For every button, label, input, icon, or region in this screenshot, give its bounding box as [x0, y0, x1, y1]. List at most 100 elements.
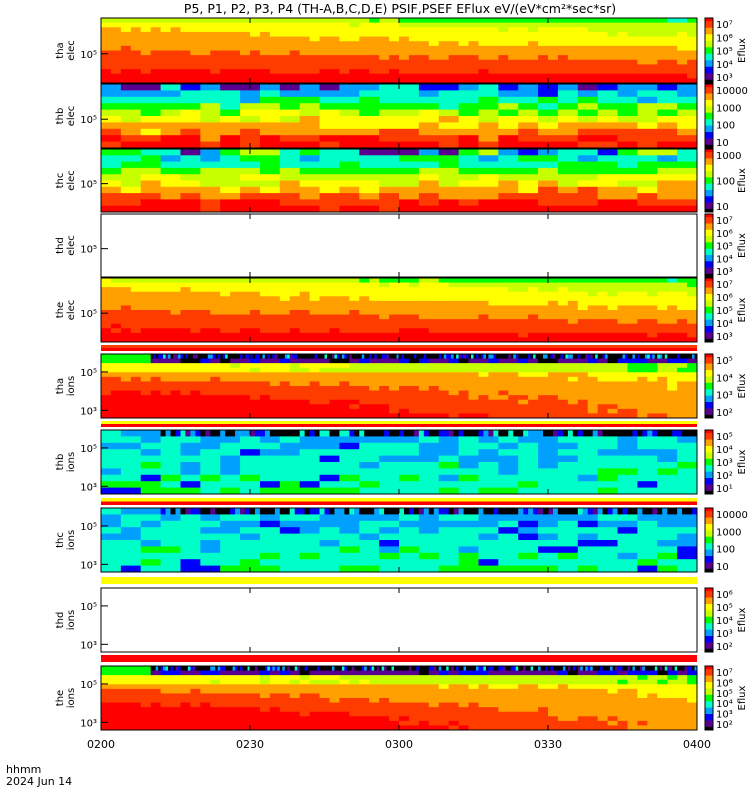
heatmap-cell: [505, 354, 509, 359]
heatmap-cell: [185, 666, 189, 671]
heatmap-cell: [130, 31, 142, 37]
heatmap-cell: [426, 666, 430, 671]
heatmap-cell: [607, 300, 618, 306]
heatmap-cell: [627, 296, 638, 302]
heatmap-cell: [538, 363, 549, 369]
heatmap-cell: [339, 78, 350, 84]
heatmap-cell: [130, 291, 142, 297]
heatmap-cell: [180, 354, 184, 359]
heatmap-cell: [408, 323, 420, 329]
heatmap-cell: [408, 310, 420, 315]
heatmap-cell: [269, 390, 281, 396]
heatmap-cell: [339, 462, 360, 469]
heatmap-cell: [220, 455, 241, 463]
heatmap-cell: [269, 287, 281, 293]
heatmap-cell: [366, 354, 370, 359]
heatmap-cell: [575, 666, 579, 671]
heatmap-cell: [503, 508, 509, 515]
heatmap-cell: [399, 278, 410, 283]
heatmap-cell: [279, 430, 286, 437]
heatmap-cell: [498, 533, 519, 541]
heatmap-cell: [567, 337, 579, 343]
heatmap-cell: [538, 540, 559, 547]
heatmap-cell: [478, 363, 489, 369]
heatmap-cell: [240, 199, 261, 207]
colorbar-segment: [705, 607, 713, 610]
heatmap-cell: [597, 520, 618, 528]
heatmap-cell: [150, 354, 154, 359]
heatmap-cell: [647, 367, 658, 373]
heatmap-cell: [359, 666, 363, 671]
heatmap-cell: [140, 390, 152, 396]
heatmap-cell: [458, 390, 469, 396]
heatmap-cell: [408, 45, 420, 51]
heatmap-cell: [587, 404, 599, 410]
heatmap-cell: [677, 666, 681, 671]
heatmap-cell: [220, 408, 231, 414]
heatmap-cell: [220, 41, 231, 47]
heatmap-cell: [190, 323, 201, 329]
colorbar-segment: [705, 316, 713, 319]
heatmap-cell: [647, 328, 658, 334]
heatmap-cell: [140, 305, 152, 311]
heatmap-cell: [518, 670, 529, 676]
heatmap-cell: [647, 296, 658, 302]
heatmap-cell: [642, 430, 648, 437]
heatmap-cell: [349, 282, 360, 288]
heatmap-cell: [210, 363, 221, 369]
heatmap-cell: [339, 533, 360, 541]
heatmap-cell: [567, 399, 579, 405]
heatmap-cell: [379, 395, 390, 401]
heatmap-cell: [617, 474, 638, 482]
heatmap-cell: [567, 73, 579, 79]
heatmap-cell: [379, 462, 400, 469]
heatmap-cell: [602, 508, 608, 515]
heatmap-cell: [120, 78, 132, 84]
heatmap-cell: [478, 323, 489, 329]
heatmap-cell: [299, 310, 310, 315]
y-axis-label: ions: [66, 610, 77, 630]
heatmap-cell: [250, 670, 261, 676]
heatmap-cell: [200, 45, 211, 51]
colorbar-segment: [705, 52, 713, 55]
heatmap-cell: [170, 310, 181, 315]
heatmap-cell: [458, 436, 479, 444]
heatmap-cell: [101, 122, 122, 130]
heatmap-cell: [617, 55, 628, 61]
heatmap-cell: [369, 36, 380, 42]
heatmap-cell: [269, 430, 276, 437]
heatmap-cell: [240, 404, 251, 410]
heatmap-cell: [210, 404, 221, 410]
heatmap-cell: [307, 354, 310, 359]
heatmap-cell: [667, 305, 678, 311]
colorbar-segment: [705, 308, 713, 311]
heatmap-cell: [399, 55, 410, 61]
heatmap-cell: [528, 404, 539, 410]
heatmap-cell: [478, 670, 489, 676]
heatmap-cell: [488, 323, 499, 329]
heatmap-cell: [180, 546, 201, 554]
heatmap-cell: [548, 381, 559, 387]
heatmap-cell: [617, 455, 638, 463]
heatmap-cell: [448, 18, 459, 24]
heatmap-cell: [617, 328, 628, 334]
heatmap-cell: [498, 358, 509, 364]
heatmap-cell: [443, 354, 447, 359]
heatmap-cell: [200, 186, 221, 194]
heatmap-cell: [518, 109, 539, 117]
heatmap-cell: [349, 291, 360, 297]
heatmap-cell: [657, 381, 668, 387]
heatmap-cell: [647, 282, 658, 288]
heatmap-cell: [488, 408, 499, 414]
heatmap-cell: [329, 319, 340, 325]
heatmap-cell: [200, 174, 221, 181]
heatmap-cell: [438, 36, 450, 42]
colorbar-frame: [704, 587, 714, 653]
heatmap-cell: [438, 430, 445, 437]
heatmap-cell: [428, 363, 440, 369]
heatmap-cell: [259, 180, 281, 188]
heatmap-cell: [309, 372, 320, 378]
heatmap-cell: [418, 174, 440, 181]
heatmap-cell: [250, 367, 261, 373]
heatmap-cell: [657, 310, 668, 315]
